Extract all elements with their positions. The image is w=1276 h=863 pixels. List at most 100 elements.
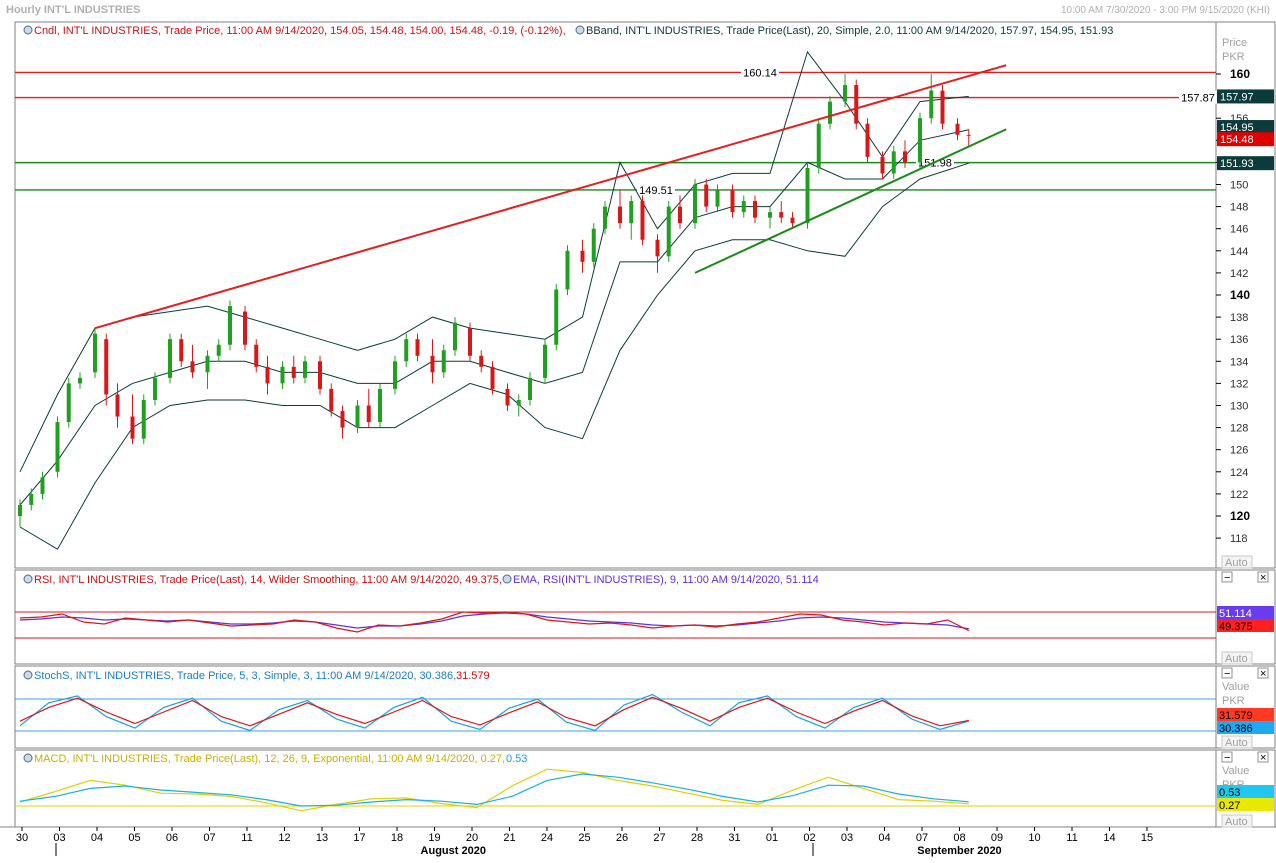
candle-body[interactable] [115,394,120,417]
candle-body[interactable] [141,399,146,439]
candle-body[interactable] [490,366,495,389]
rsi-auto-button[interactable] [1221,651,1253,665]
x-tick-label: 27 [653,832,665,844]
candle-body[interactable] [280,366,285,384]
candle-body[interactable] [790,217,795,224]
candle-body[interactable] [393,361,397,389]
macd-close-button[interactable] [1257,751,1269,763]
candle-body[interactable] [640,201,645,240]
level-label-bg [741,65,779,79]
candle-body[interactable] [243,311,247,345]
trendline[interactable] [94,64,1007,330]
candle-body[interactable] [854,85,859,124]
candle-body[interactable] [78,377,82,384]
stoch-auto-button[interactable] [1221,735,1253,749]
candle-body[interactable] [768,212,772,218]
candle-body[interactable] [865,123,870,157]
candle-body[interactable] [430,355,435,373]
candle-body[interactable] [753,201,757,218]
candle-body[interactable] [216,344,221,356]
candle-body[interactable] [479,355,484,367]
candle-body[interactable] [168,339,172,378]
candle-body[interactable] [554,289,559,345]
candle-body[interactable] [929,90,934,119]
candle-body[interactable] [505,388,510,406]
candle-body[interactable] [779,212,784,218]
candle-body[interactable] [190,361,195,373]
candle-body[interactable] [66,383,71,423]
candle-body[interactable] [580,250,585,262]
candle-body[interactable] [828,101,832,124]
macd-minimize-button[interactable] [1221,751,1233,763]
stoch-minimize-button[interactable] [1221,667,1233,679]
candle-body[interactable] [378,388,382,423]
candle-body[interactable] [565,250,570,290]
candle-body[interactable] [966,134,971,136]
date-range: 10:00 AM 7/30/2020 - 3:00 PM 9/15/2020 (… [1060,5,1270,16]
candle-body[interactable] [415,339,420,356]
price-tick-label: 134 [1230,356,1248,368]
candle-body[interactable] [93,333,97,373]
candle-body[interactable] [366,405,371,423]
candle-body[interactable] [104,339,109,395]
legend-macd-icon [23,753,33,763]
stoch-close-button[interactable] [1257,667,1269,679]
candle-body[interactable] [205,355,210,373]
price-value-box-label: 154.48 [1220,134,1254,146]
candle-body[interactable] [18,504,22,516]
candle-body[interactable] [355,405,360,428]
candle-body[interactable] [730,190,735,213]
candle-body[interactable] [303,361,307,378]
candle-body[interactable] [918,118,922,163]
candle-body[interactable] [453,322,457,351]
x-tick-label: 07 [916,832,928,844]
candle-body[interactable] [441,350,446,373]
candle-body[interactable] [903,151,907,163]
candle-body[interactable] [741,201,746,213]
candle-body[interactable] [153,377,157,400]
trendline[interactable] [694,128,1007,274]
candle-body[interactable] [891,151,896,174]
candle-body[interactable] [291,366,296,378]
candle-body[interactable] [603,206,607,229]
candle-body[interactable] [843,85,847,102]
candle-body[interactable] [629,201,634,224]
candle-body[interactable] [265,366,270,384]
candle-body[interactable] [468,328,472,356]
candle-body[interactable] [940,90,945,124]
candle-body[interactable] [40,477,45,494]
legend-stoch-icon [23,670,33,680]
candle-body[interactable] [130,416,135,439]
candle-body[interactable] [179,339,184,362]
candle-body[interactable] [666,206,671,257]
candle-body[interactable] [340,411,345,428]
candle-body[interactable] [228,306,232,345]
candle-body[interactable] [543,344,547,378]
legend-macd: MACD, INT'L INDUSTRIES, Trade Price(Last… [34,753,505,765]
candle-body[interactable] [618,206,622,224]
candle-body[interactable] [516,399,521,406]
candle-body[interactable] [805,167,810,224]
candle-body[interactable] [655,239,660,257]
candle-body[interactable] [528,377,532,400]
candle-body[interactable] [880,156,885,174]
candle-body[interactable] [816,123,821,168]
rsi-close-button[interactable] [1257,571,1269,583]
candle-body[interactable] [693,184,697,224]
candle-body[interactable] [329,388,334,412]
candle-body[interactable] [29,493,34,505]
rsi-minimize-button[interactable] [1221,571,1233,583]
candle-body[interactable] [704,184,709,207]
candle-body[interactable] [404,339,409,362]
macd-auto-button[interactable] [1221,814,1253,828]
candle-body[interactable] [715,190,720,207]
candle-body[interactable] [591,228,596,262]
candle-body[interactable] [55,422,60,472]
candle-body[interactable] [955,123,960,135]
candle-body[interactable] [254,344,259,367]
x-tick-label: 10 [1028,832,1040,844]
candle-body[interactable] [678,206,682,224]
price-auto-button[interactable] [1221,555,1253,569]
candle-body[interactable] [318,361,322,389]
